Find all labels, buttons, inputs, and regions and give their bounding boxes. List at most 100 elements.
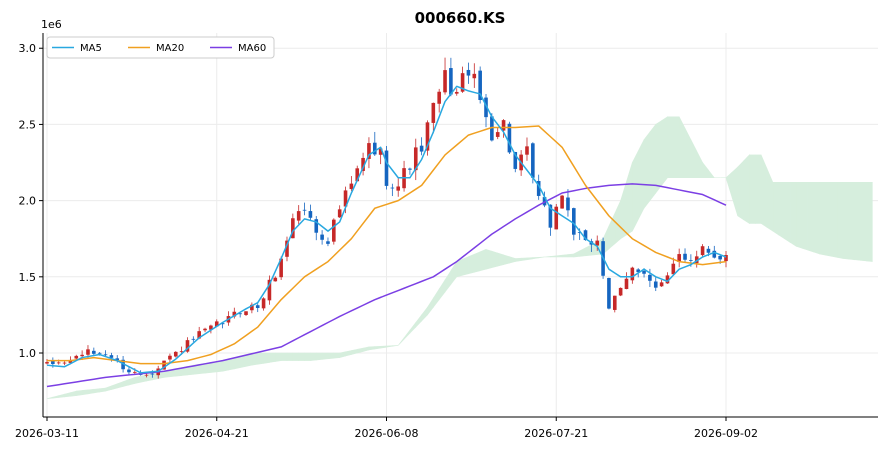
candle-down — [51, 360, 55, 365]
candle-down — [513, 151, 518, 169]
legend-label-ma20: MA20 — [156, 43, 184, 54]
candle-down — [302, 209, 307, 211]
candle-up — [273, 277, 278, 282]
legend-box — [46, 36, 275, 59]
cloud-segment — [310, 352, 317, 361]
y-axis-ticks: 1.0 1.5 2.0 2.5 3.0 — [19, 42, 43, 360]
cloud-segment — [485, 248, 493, 270]
cloud-segment — [333, 352, 340, 359]
candle-down — [706, 248, 711, 253]
cloud-segment — [684, 128, 692, 179]
cloud-segment — [87, 388, 95, 395]
cloud-segment — [304, 352, 311, 361]
candle-up — [56, 362, 61, 364]
candle-down — [536, 180, 541, 196]
candle-up — [612, 295, 617, 310]
candle-down — [712, 250, 717, 258]
candle-down — [507, 123, 512, 153]
candle-up — [185, 340, 190, 352]
cloud-segment — [257, 352, 264, 365]
cloud-segment — [749, 154, 756, 224]
cloud-segment — [526, 257, 534, 261]
cloud-segment — [737, 160, 744, 221]
y-tick-label: 3.0 — [19, 42, 37, 55]
candle-up — [179, 351, 184, 353]
cloud-segment — [491, 250, 499, 269]
cloud-segment — [339, 351, 346, 358]
cloud-segment — [64, 392, 71, 398]
cloud-segment — [754, 154, 762, 224]
y-tick-label: 2.0 — [19, 195, 37, 208]
candle-up — [144, 374, 149, 376]
cloud-segment — [801, 182, 809, 251]
candle-down — [103, 354, 108, 356]
cloud-segment — [731, 166, 739, 216]
cloud-segment — [52, 395, 60, 399]
cloud-segment — [468, 253, 475, 275]
cloud-segment — [269, 352, 276, 363]
candle-down — [408, 168, 412, 170]
cloud-segment — [444, 269, 452, 293]
candle-down — [92, 350, 96, 354]
cloud-segment — [392, 345, 399, 347]
cloud-segment — [75, 390, 83, 397]
y-tick-label: 1.5 — [19, 271, 37, 284]
candle-up — [337, 209, 342, 218]
candle-up — [361, 157, 365, 171]
legend-label-ma5: MA5 — [80, 43, 102, 54]
cloud-segment — [397, 336, 405, 346]
cloud-segment — [99, 387, 106, 393]
cloud-segment — [116, 381, 124, 389]
candle-down — [191, 338, 196, 340]
candle-up — [279, 258, 283, 278]
cloud-segment — [474, 251, 481, 273]
legend: MA5 MA20 MA60 — [46, 36, 275, 59]
candle-down — [642, 270, 646, 274]
cloud-segment — [661, 116, 668, 187]
x-tick-label: 2026-09-02 — [694, 427, 758, 440]
cloud-segment — [403, 329, 411, 341]
cloud-segment — [433, 287, 440, 309]
cloud-segment — [702, 161, 709, 179]
cloud-segment — [315, 352, 323, 361]
cloud-segment — [503, 254, 510, 266]
cloud-segment — [766, 168, 774, 232]
chart-title: 000660.KS — [415, 9, 506, 27]
candle-up — [209, 325, 213, 330]
candle-up — [525, 146, 529, 155]
x-tick-label: 2026-06-08 — [355, 427, 419, 440]
candle-down — [115, 358, 120, 361]
candle-up — [618, 287, 623, 296]
cloud-segment — [263, 352, 270, 364]
candle-down — [653, 281, 658, 288]
candle-down — [390, 187, 395, 189]
cloud-segment — [848, 182, 856, 261]
candle-up — [173, 351, 178, 357]
candle-up — [425, 122, 430, 151]
candle-up — [437, 91, 441, 104]
cloud-segment — [643, 131, 651, 210]
cloud-segment — [690, 139, 698, 179]
cloud-segment — [70, 390, 77, 397]
candle-up — [495, 132, 500, 137]
candle-down — [308, 211, 313, 218]
cloud-segment — [708, 169, 715, 179]
candle-up — [74, 355, 79, 359]
candle-up — [431, 102, 436, 123]
cloud-segment — [854, 182, 861, 261]
candle-down — [566, 197, 570, 211]
candle-down — [449, 68, 453, 95]
candle-down — [314, 219, 319, 233]
cloud-segment — [667, 116, 674, 179]
cloud-segment — [579, 247, 586, 257]
cloud-segment — [807, 182, 815, 253]
candle-up — [250, 304, 254, 311]
cloud-segment — [111, 383, 118, 390]
candle-down — [636, 269, 640, 273]
cloud-segment — [842, 182, 850, 260]
candle-up — [659, 282, 664, 287]
candle-up — [554, 206, 559, 230]
cloud-segment — [251, 352, 259, 366]
candle-up — [244, 311, 248, 315]
